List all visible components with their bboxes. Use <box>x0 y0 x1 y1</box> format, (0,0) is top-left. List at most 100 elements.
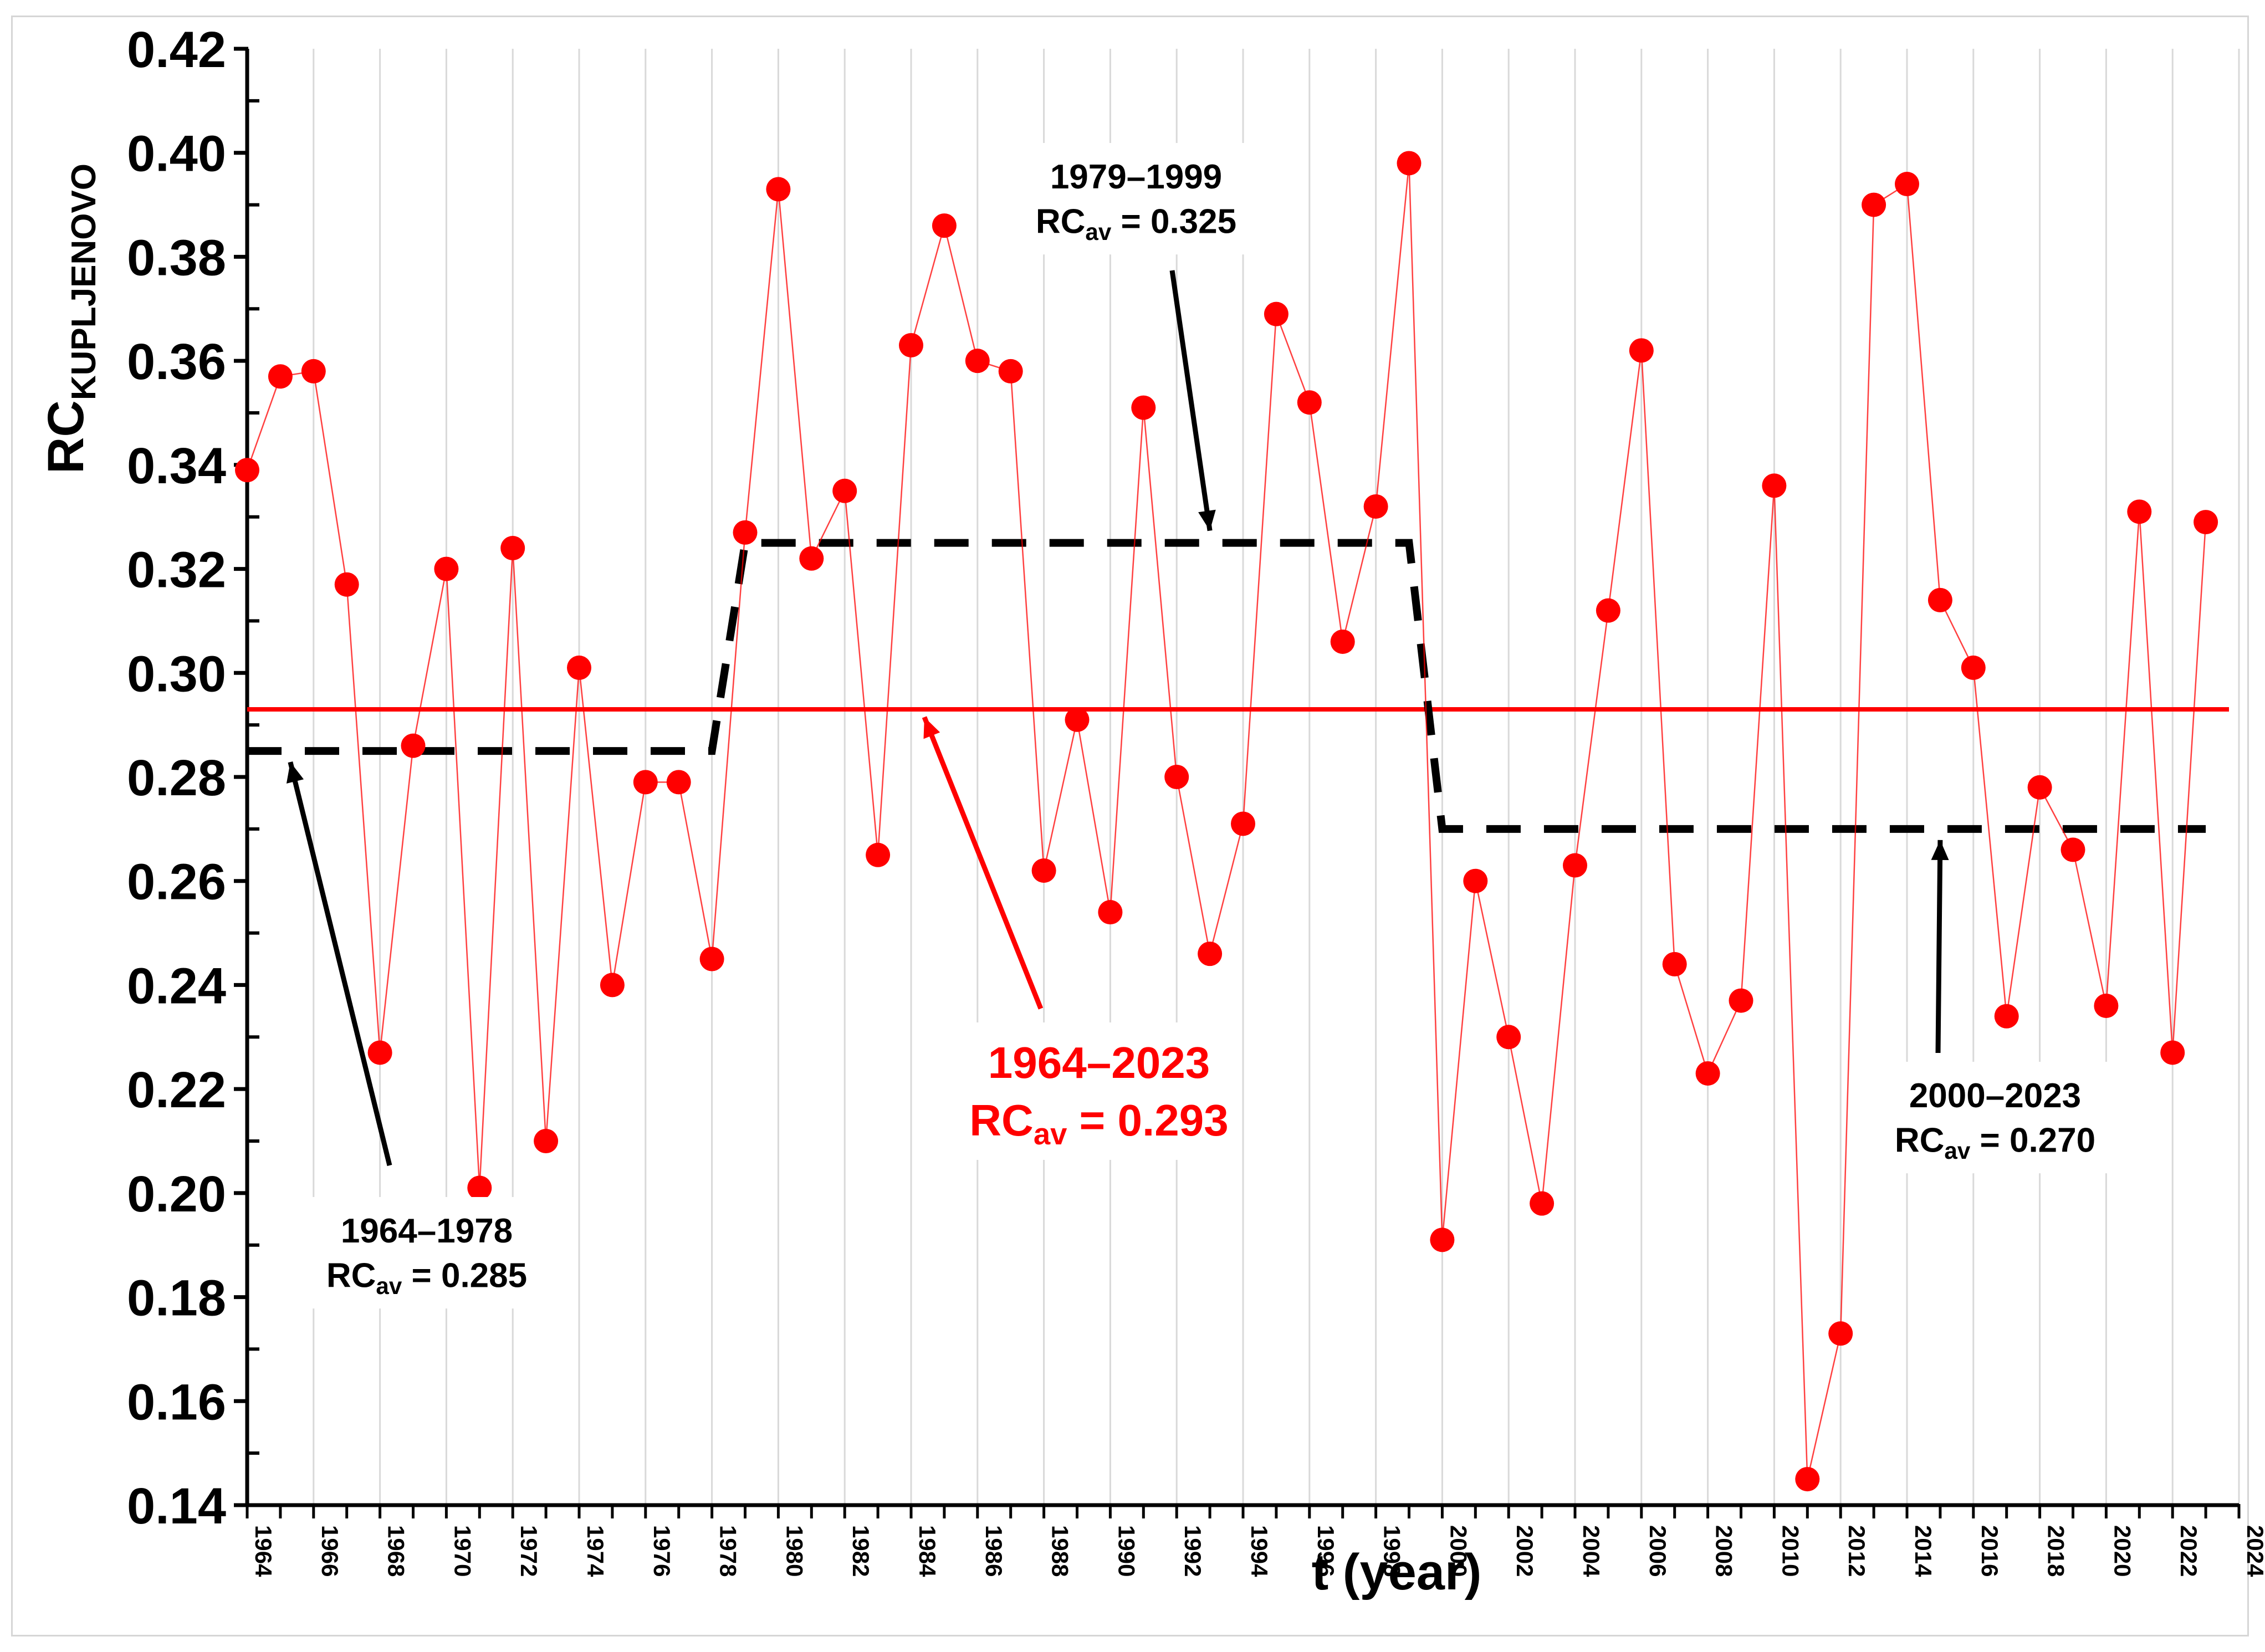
mean-lines <box>247 539 2229 833</box>
data-point <box>1463 868 1488 893</box>
x-tick-label: 2018 <box>2043 1525 2069 1577</box>
annotation-2000-2023-label-box <box>1857 1062 2134 1174</box>
y-tick-label: 0.20 <box>127 1166 226 1223</box>
annotation-2000-2023-arrow-head <box>1931 840 1949 861</box>
axes <box>234 47 2241 1518</box>
x-tick-label: 2004 <box>1578 1525 1604 1577</box>
x-tick-label: 1990 <box>1113 1525 1139 1577</box>
y-tick-label: 0.22 <box>127 1062 226 1118</box>
x-tick-label: 1966 <box>317 1525 343 1577</box>
data-point <box>2094 993 2119 1018</box>
y-axis-label-sub: KUPLJENOVO <box>65 163 103 400</box>
x-tick-label: 2002 <box>1512 1525 1538 1577</box>
data-point <box>866 842 891 867</box>
annotation-1964-1978-arrow-head <box>286 762 304 784</box>
data-point <box>899 333 923 357</box>
x-tick-label: 1982 <box>848 1525 874 1577</box>
data-point <box>633 770 658 795</box>
data-point <box>467 1175 492 1200</box>
data-point <box>1397 151 1422 176</box>
x-tick-label: 1992 <box>1180 1525 1206 1577</box>
y-tick-label: 0.36 <box>127 334 226 390</box>
data-point <box>1131 395 1156 420</box>
x-tick-label: 1974 <box>582 1525 609 1577</box>
data-point <box>268 364 293 389</box>
data-point <box>1164 765 1189 789</box>
chart-frame <box>11 16 2249 1636</box>
y-tick-label: 0.30 <box>127 646 226 702</box>
data-point <box>1031 858 1056 883</box>
data-point <box>1264 301 1289 326</box>
data-point <box>434 556 459 581</box>
x-tick-label: 2020 <box>2109 1525 2135 1577</box>
data-point <box>1895 172 1919 197</box>
x-tick-labels: 1964 1966 1968 1970 1972 1974 1976 1978 1980 1982… <box>250 1525 2265 1577</box>
data-point <box>334 572 359 597</box>
y-tick-label: 0.18 <box>127 1270 226 1327</box>
annotation-1979-1999-arrow-head <box>1198 509 1216 531</box>
annotation-2000-2023-period: 2000–2023 <box>1909 1077 2081 1115</box>
y-tick-label: 0.28 <box>127 750 226 806</box>
annotation-1964-1978-period: 1964–1978 <box>341 1212 513 1250</box>
y-tick-label: 0.32 <box>127 542 226 599</box>
annotation-1964-2023-label-box <box>960 1022 1238 1160</box>
data-point <box>666 770 691 795</box>
annotations: 1964–1978 RCav = 0.285 1979–1999 RCav = 0.3… <box>286 143 2134 1309</box>
data-point <box>1330 629 1355 654</box>
y-tick-label: 0.38 <box>127 229 226 286</box>
annotation-1979-1999-arrow-shaft <box>1169 270 1213 531</box>
annotation-1964-2023-arrow-shaft <box>922 716 1044 1010</box>
data-point <box>1828 1321 1853 1346</box>
grid-lines <box>313 49 2240 1505</box>
annotation-1964-1978-arrow-shaft <box>288 761 392 1167</box>
x-axis-label: t (year) <box>1312 1544 1482 1600</box>
x-tick-label: 1986 <box>981 1525 1007 1577</box>
data-point <box>766 177 791 202</box>
y-axis-label-main: RC <box>38 400 94 474</box>
y-tick-label: 0.26 <box>127 854 226 911</box>
data-point <box>1729 988 1753 1013</box>
data-point <box>1927 587 1952 612</box>
data-point <box>600 973 625 998</box>
data-point <box>2061 837 2085 862</box>
data-point <box>301 359 326 383</box>
x-tick-label: 2006 <box>1645 1525 1671 1577</box>
x-tick-label: 1996 <box>1313 1525 1339 1577</box>
x-tick-label: 2000 <box>1445 1525 1471 1577</box>
y-tick-labels: 0.14 0.16 0.18 0.20 0.22 0.24 0.26 0.28 0.30 0.32… <box>127 22 226 1535</box>
data-point <box>932 213 957 238</box>
y-axis-label: RCKUPLJENOVO <box>38 163 103 474</box>
data-point <box>534 1129 559 1153</box>
data-point <box>2027 775 2052 800</box>
data-point <box>1695 1061 1720 1086</box>
data-point <box>1198 942 1223 966</box>
data-point <box>1231 811 1255 836</box>
x-tick-label: 1998 <box>1379 1525 1405 1577</box>
x-tick-label: 1964 <box>250 1525 277 1577</box>
x-tick-label: 1988 <box>1047 1525 1073 1577</box>
x-tick-label: 2022 <box>2176 1525 2202 1577</box>
data-point <box>965 349 990 374</box>
data-point <box>699 947 724 971</box>
y-tick-label: 0.14 <box>127 1478 226 1535</box>
x-tick-label: 2010 <box>1777 1525 1803 1577</box>
data-point <box>1065 707 1090 732</box>
x-tick-label: 1968 <box>384 1525 410 1577</box>
annotation-1979-1999-label-box <box>998 143 1275 255</box>
annotation-2000-2023-mean: RCav = 0.270 <box>1895 1122 2095 1164</box>
data-point <box>1629 338 1654 363</box>
data-point <box>1530 1191 1555 1216</box>
data-point <box>1363 494 1388 519</box>
x-tick-label: 1970 <box>449 1525 476 1577</box>
x-tick-label: 1978 <box>715 1525 742 1577</box>
x-tick-label: 2012 <box>1844 1525 1870 1577</box>
data-point <box>2127 499 2152 524</box>
data-point <box>1862 192 1886 217</box>
data-series <box>235 151 2218 1492</box>
data-point <box>733 520 758 545</box>
annotation-1964-1978-mean: RCav = 0.285 <box>326 1257 527 1299</box>
x-tick-label: 1994 <box>1246 1525 1272 1577</box>
y-tick-label: 0.34 <box>127 438 226 494</box>
data-point <box>998 359 1023 383</box>
